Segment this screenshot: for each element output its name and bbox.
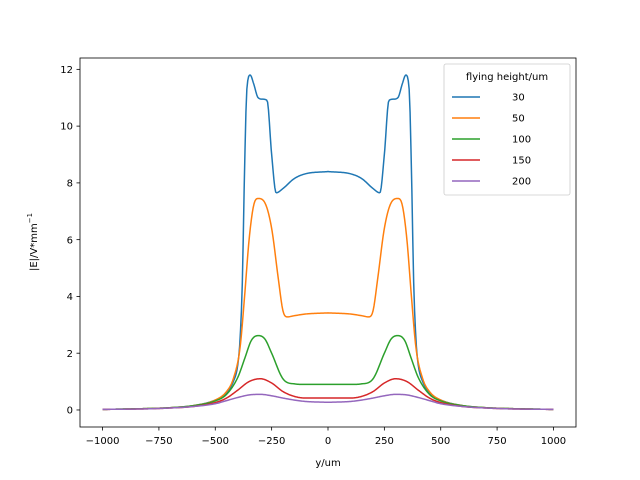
y-tick-label: 4 — [67, 292, 73, 303]
y-tick-label: 6 — [67, 235, 73, 246]
y-tick-label: 10 — [60, 122, 73, 133]
x-tick-label: 1000 — [541, 436, 566, 447]
y-tick-label: 12 — [60, 65, 73, 76]
y-tick-label: 8 — [67, 178, 73, 189]
series-line-200 — [102, 393, 554, 411]
x-tick-label: 750 — [488, 436, 507, 447]
y-tick-label: 0 — [67, 406, 73, 417]
x-axis-label: y/um — [315, 458, 340, 469]
series-lines — [102, 74, 554, 411]
x-tick-label: −1000 — [86, 436, 120, 447]
x-tick-label: −500 — [202, 436, 229, 447]
series-line-50 — [102, 197, 554, 411]
legend-box — [443, 63, 571, 196]
y-axis-ticks: 0 2 4 6 8 10 12 — [60, 65, 80, 417]
legend-label-200: 200 — [512, 177, 531, 188]
legend-label-100: 100 — [512, 135, 531, 146]
y-tick-label: 2 — [67, 349, 73, 360]
x-tick-label: 0 — [325, 436, 331, 447]
legend-items: 30 50 100 150 200 — [452, 93, 531, 188]
y-axis-label-sup: −1 — [26, 213, 34, 223]
y-axis-label: |E|/V*mm−1 — [26, 213, 40, 271]
legend-label-50: 50 — [512, 114, 525, 125]
x-tick-label: 250 — [375, 436, 394, 447]
x-axis-ticks: −1000 −750 −500 −250 0 250 500 750 1000 — [86, 427, 566, 447]
series-line-150 — [102, 378, 554, 411]
x-tick-label: −250 — [258, 436, 285, 447]
x-tick-label: −750 — [145, 436, 172, 447]
legend-label-30: 30 — [512, 93, 525, 104]
legend: flying height/um 30 50 100 150 200 — [443, 63, 571, 196]
x-tick-label: 500 — [431, 436, 450, 447]
legend-label-150: 150 — [512, 156, 531, 167]
y-axis-label-main: |E|/V*mm — [29, 223, 40, 271]
legend-title: flying height/um — [466, 72, 548, 83]
